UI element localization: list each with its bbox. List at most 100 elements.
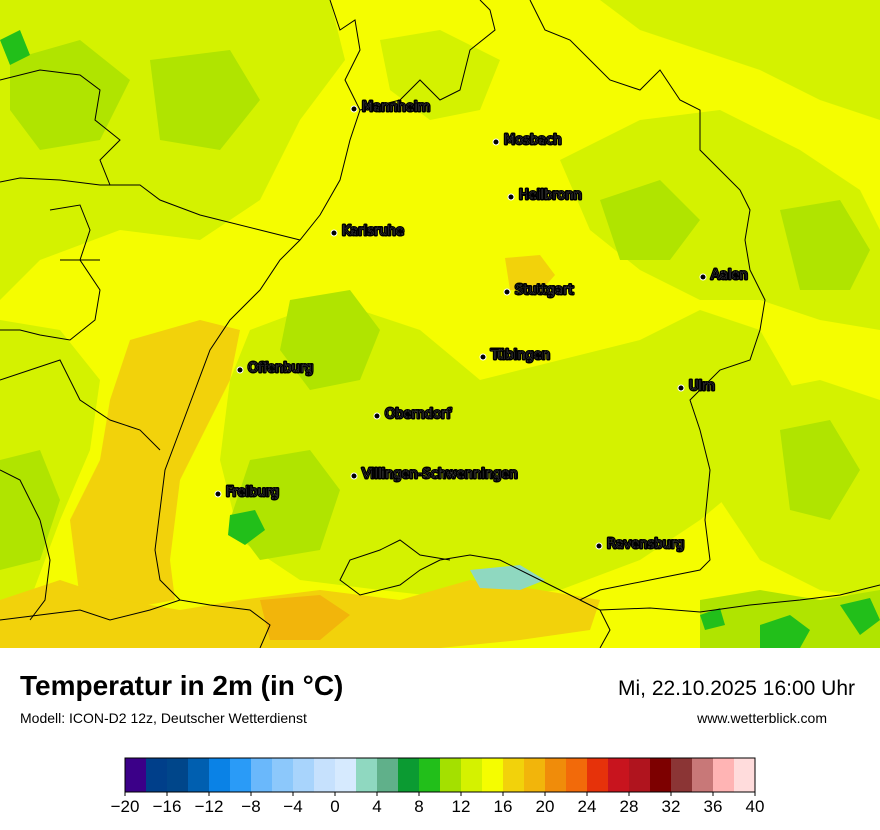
legend-swatch [482, 758, 504, 792]
city-label: Stuttgart [515, 283, 573, 298]
legend-swatch [167, 758, 189, 792]
city-label: Villingen-Schwenningen [362, 467, 518, 482]
legend-swatch [713, 758, 735, 792]
legend-tick-label: −20 [111, 797, 140, 816]
legend-swatch [650, 758, 672, 792]
legend-swatch [125, 758, 147, 792]
city-label: Ulm [689, 379, 715, 394]
temperature-legend: −20 −16 −12 −8 −4 0 4 8 12 16 20 24 28 32 36 40 [108, 753, 778, 823]
lake-constance [470, 565, 545, 590]
legend-tick-label: 24 [578, 797, 597, 816]
city-label: Mannheim [362, 100, 430, 115]
legend-swatch [461, 758, 483, 792]
legend-swatch [335, 758, 357, 792]
map-footer: Temperatur in 2m (in °C) Modell: ICON-D2… [0, 648, 880, 830]
model-info: Modell: ICON-D2 12z, Deutscher Wetterdie… [20, 710, 307, 726]
legend-tick-label: 20 [536, 797, 555, 816]
city-dot [595, 542, 603, 550]
city-label: Aalen [711, 268, 748, 283]
legend-tick-label: −16 [153, 797, 182, 816]
city-label-halo: Mannheim [362, 100, 430, 115]
city-label-halo: Heilbronn [519, 188, 582, 203]
legend-tick-label: 32 [662, 797, 681, 816]
city-label: Oberndorf [385, 407, 451, 422]
legend-swatch [671, 758, 693, 792]
legend-tick-label: 36 [704, 797, 723, 816]
city-dot [330, 229, 338, 237]
legend-swatch [692, 758, 714, 792]
city-dot [503, 288, 511, 296]
city-dot [350, 105, 358, 113]
city-label-halo: Tübingen [490, 348, 550, 363]
legend-tick-label: −8 [241, 797, 260, 816]
city-label: Offenburg [248, 361, 313, 376]
city-label-halo: Oberndorf [385, 407, 451, 422]
legend-swatch [251, 758, 273, 792]
city-label-halo: Offenburg [248, 361, 313, 376]
legend-swatch [377, 758, 399, 792]
legend-swatch [209, 758, 231, 792]
city-label-halo: Freiburg [226, 485, 279, 500]
city-dot [350, 472, 358, 480]
city-label-halo: Karlsruhe [342, 224, 404, 239]
city-label-halo: Villingen-Schwenningen [362, 467, 518, 482]
city-dot [373, 412, 381, 420]
legend-swatch [545, 758, 567, 792]
legend-tick-label: 40 [746, 797, 765, 816]
city-dot [699, 273, 707, 281]
legend-swatch [272, 758, 294, 792]
legend-tick-label: 16 [494, 797, 513, 816]
legend-tick-label: −12 [195, 797, 224, 816]
legend-tick-label: 12 [452, 797, 471, 816]
city-label-halo: Mosbach [504, 133, 562, 148]
forecast-datetime: Mi, 22.10.2025 16:00 Uhr [618, 677, 855, 700]
legend-tick-label: 8 [414, 797, 423, 816]
legend-swatch [293, 758, 315, 792]
temperature-field [0, 0, 880, 648]
city-label: Heilbronn [519, 188, 582, 203]
legend-tick-label: 0 [330, 797, 339, 816]
city-dot [492, 138, 500, 146]
city-label-halo: Ravensburg [607, 537, 684, 552]
city-dot [479, 353, 487, 361]
city-dot [214, 490, 222, 498]
city-label: Mosbach [504, 133, 562, 148]
legend-tick-label: 4 [372, 797, 381, 816]
legend-swatch [587, 758, 609, 792]
city-dot [507, 193, 515, 201]
legend-swatch [629, 758, 651, 792]
city-dot [677, 384, 685, 392]
legend-swatch [734, 758, 756, 792]
city-villingen-schwenningen: Villingen-SchwenningenVillingen-Schwenni… [350, 466, 519, 484]
city-label: Freiburg [226, 485, 279, 500]
city-label: Karlsruhe [342, 224, 404, 239]
legend-frame [124, 757, 756, 793]
border-lines [0, 0, 880, 648]
city-label-halo: Aalen [711, 268, 748, 283]
legend-swatch [503, 758, 525, 792]
map-title: Temperatur in 2m (in °C) [20, 670, 344, 701]
city-label-halo: Stuttgart [515, 283, 573, 298]
legend-swatch [356, 758, 378, 792]
city-dot [236, 366, 244, 374]
legend-swatch [419, 758, 441, 792]
city-label: Tübingen [490, 348, 550, 363]
legend-swatch [440, 758, 462, 792]
legend-swatch [608, 758, 630, 792]
city-label-halo: Ulm [689, 379, 715, 394]
website-link[interactable]: www.wetterblick.com [697, 710, 827, 726]
temperature-map: Mannheim Mannheim Mosbach Mosbach Heilbronn H… [0, 0, 880, 648]
